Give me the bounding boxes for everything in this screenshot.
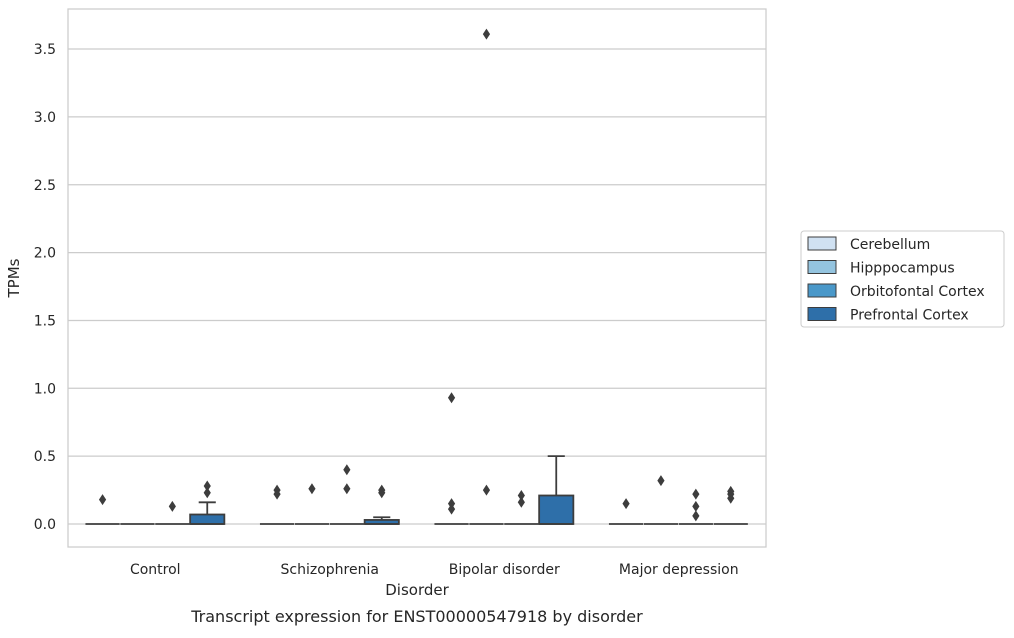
outlier-point [517,490,525,502]
legend-swatch [807,236,837,251]
y-tick-label: 1.0 [34,381,56,397]
x-tick-label: Control [130,562,181,578]
outlier-point [692,500,700,512]
x-axis-label: Disorder [385,581,449,599]
x-tick-labels: Control Schizophrenia Bipolar disorder Majo… [130,562,739,578]
y-axis-label: TPMs [5,258,23,298]
x-tick-label: Major depression [619,562,739,578]
y-tick-label: 1.5 [34,313,56,329]
legend-label: Orbitofontal Cortex [850,284,985,300]
legend-swatch [807,307,837,321]
box-series [85,28,748,525]
outlier-point [273,484,281,496]
outlier-point [203,480,211,492]
legend-items: Cerebellum Hipppocampus Orbitofontal Corte… [807,236,985,324]
y-tick-label: 2.5 [34,178,56,194]
box-series-prefrontal-cortex [189,455,748,525]
outlier-point [482,484,491,496]
box-body [538,494,575,525]
outlier-point [692,488,700,500]
legend-label: Prefrontal Cortex [850,308,969,324]
x-tick-label: Bipolar disorder [449,562,560,578]
legend-frame [800,230,1005,328]
y-tick-label: 0.0 [34,517,56,533]
box-series-cerebellum [85,392,644,525]
box-series-orbitofontal-cortex [155,464,713,525]
legend-label: Cerebellum [850,237,930,253]
box-body [189,513,226,525]
outlier-point [517,496,525,508]
outlier-point [692,510,700,522]
outlier-point [343,483,351,495]
legend-swatch [807,283,837,298]
grid-lines [68,48,766,525]
outlier-point [378,484,386,496]
outlier-point [308,483,316,495]
outlier-point [447,392,456,404]
outlier-point [98,494,107,506]
legend-swatch [807,260,837,274]
box-series-hipppocampus [120,28,679,525]
outlier-point [168,500,176,512]
plot-background [68,9,766,547]
outlier-point [343,464,351,476]
outlier-point [482,28,491,40]
y-tick-label: 3.0 [34,110,56,126]
outlier-point [447,498,456,510]
y-tick-label: 0.5 [34,449,56,465]
outlier-point [622,498,630,510]
y-tick-label: 3.5 [34,42,56,58]
legend: Cerebellum Hipppocampus Orbitofontal Corte… [800,230,1005,328]
outlier-point [203,487,211,499]
legend-label: Hipppocampus [850,261,955,277]
plot-frame [67,8,767,548]
chart-caption: Transcript expression for ENST0000054791… [190,607,643,626]
outlier-point [727,485,735,497]
y-tick-label: 2.0 [34,246,56,262]
y-tick-labels: 0.0 0.5 1.0 1.5 2.0 2.5 3.0 3.5 [34,42,56,533]
x-tick-label: Schizophrenia [281,562,379,578]
outlier-point [657,475,665,487]
